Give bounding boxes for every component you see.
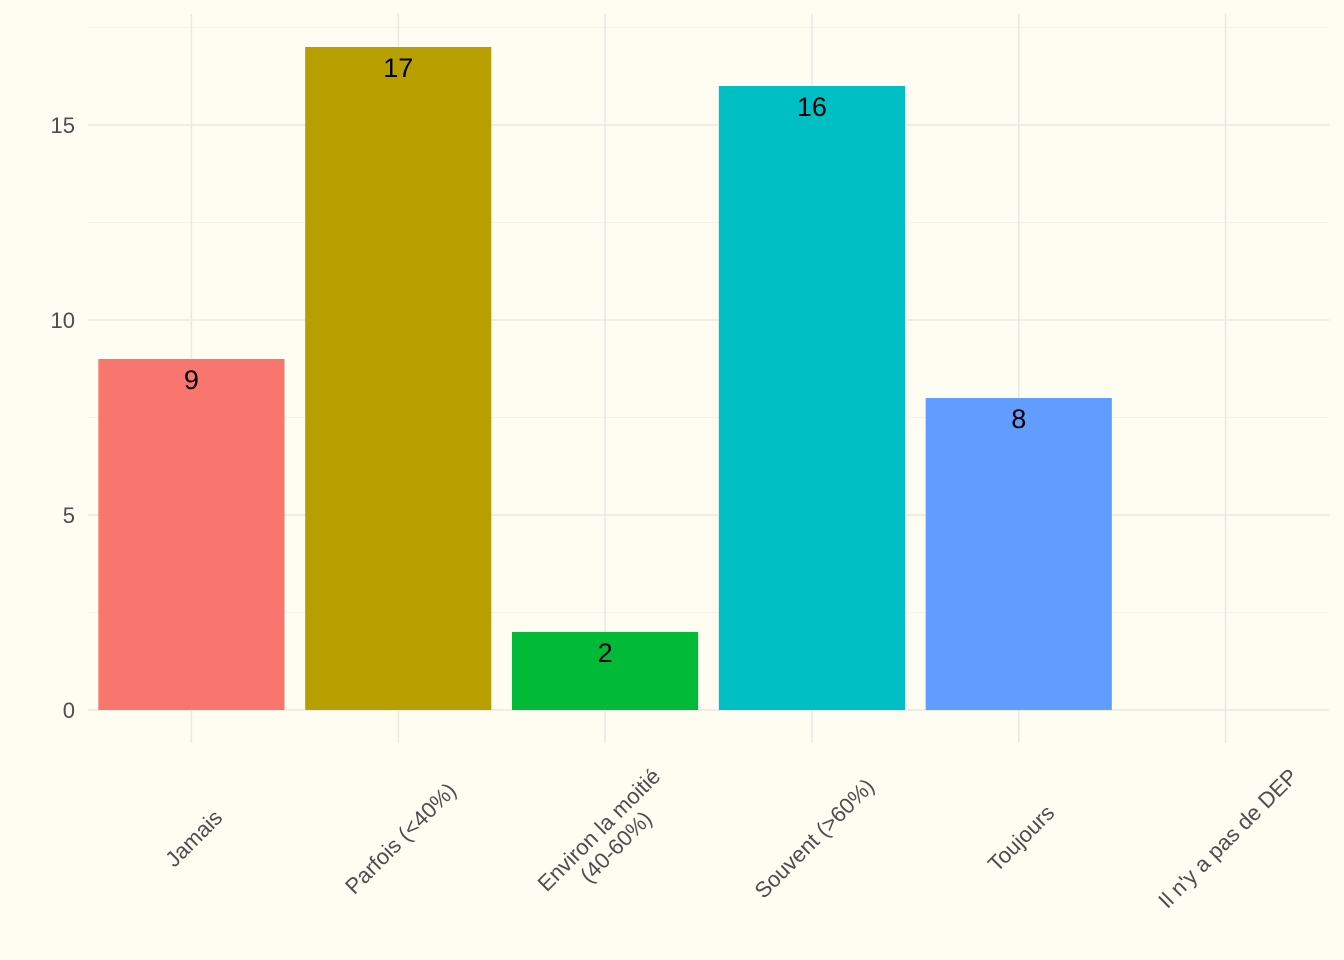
x-tick-label: Toujours — [983, 800, 1059, 876]
y-axis: 0 5 10 15 — [51, 113, 75, 723]
x-tick-label: Jamais — [160, 805, 227, 872]
data-label: 2 — [598, 638, 613, 668]
x-tick-label: Environ la moitié(40-60%) — [533, 764, 683, 914]
y-tick-label: 10 — [51, 308, 75, 333]
data-label: 16 — [797, 92, 827, 122]
y-tick-label: 0 — [63, 698, 75, 723]
x-tick-label: Souvent (>60%) — [749, 774, 879, 904]
y-tick-label: 5 — [63, 503, 75, 528]
x-tick-label: Parfois (<40%) — [340, 778, 461, 899]
data-label: 8 — [1011, 404, 1026, 434]
y-tick-label: 15 — [51, 113, 75, 138]
x-tick-label: Il n'y a pas de DEP — [1153, 764, 1302, 913]
bars — [98, 47, 1112, 710]
x-axis: Jamais Parfois (<40%) Environ la moitié(40… — [160, 764, 1302, 914]
data-label: 17 — [383, 53, 413, 83]
data-labels: 9 17 2 16 8 — [184, 53, 1026, 668]
bar — [718, 86, 905, 710]
data-label: 9 — [184, 365, 199, 395]
bar — [305, 47, 492, 710]
bar — [512, 632, 699, 710]
bar — [925, 398, 1112, 710]
bar — [98, 359, 285, 710]
